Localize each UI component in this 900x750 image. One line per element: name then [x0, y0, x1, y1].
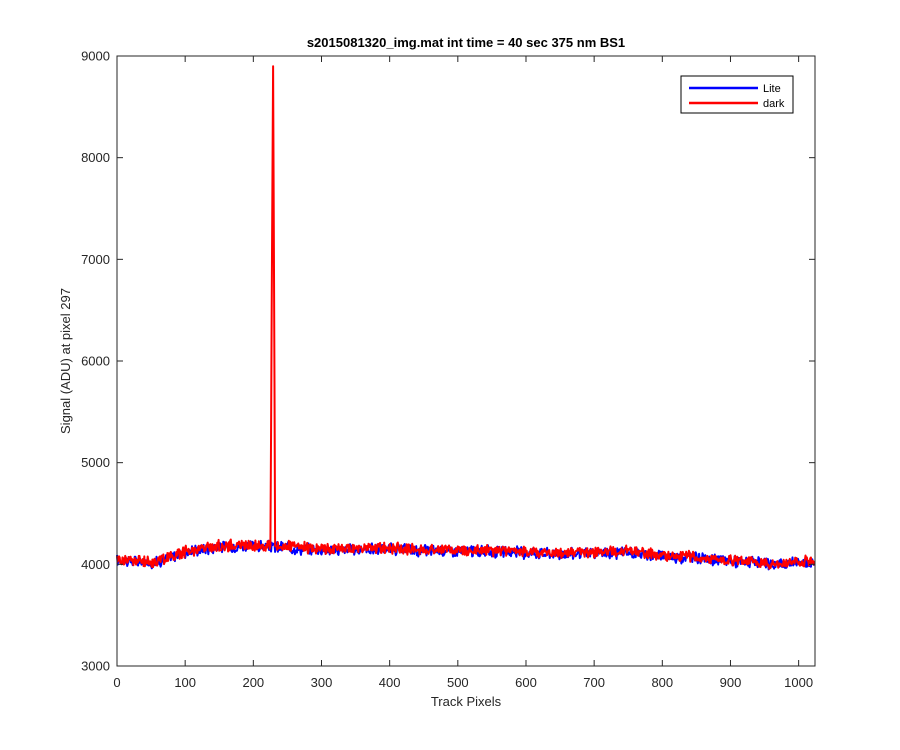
x-tick-label: 300 [311, 675, 333, 690]
legend-label-dark: dark [763, 98, 785, 110]
y-tick-label: 6000 [81, 354, 110, 369]
y-tick-label: 3000 [81, 659, 110, 674]
chart-title: s2015081320_img.mat int time = 40 sec 37… [307, 35, 625, 50]
x-tick-label: 700 [583, 675, 605, 690]
y-tick-label: 5000 [81, 455, 110, 470]
x-tick-label: 900 [720, 675, 742, 690]
x-axis-ticks: 0 100 200 300 400 500 600 700 800 900 1000 [113, 56, 813, 690]
legend: Lite dark [680, 75, 794, 114]
plot-area [117, 56, 815, 666]
series-line-dark [116, 65, 816, 570]
x-tick-label: 500 [447, 675, 469, 690]
y-tick-label: 8000 [81, 150, 110, 165]
x-tick-label: 0 [113, 675, 120, 690]
y-axis-ticks: 3000 4000 5000 6000 7000 8000 9000 [81, 49, 815, 674]
x-tick-label: 400 [379, 675, 401, 690]
y-tick-label: 4000 [81, 557, 110, 572]
x-axis-label: Track Pixels [431, 694, 502, 709]
x-tick-label: 1000 [784, 675, 813, 690]
x-tick-label: 800 [651, 675, 673, 690]
series-layer [116, 65, 816, 571]
x-tick-label: 200 [242, 675, 264, 690]
legend-label-lite: Lite [763, 83, 781, 95]
y-axis-label: Signal (ADU) at pixel 297 [58, 288, 73, 434]
y-tick-label: 9000 [81, 49, 110, 64]
x-tick-label: 600 [515, 675, 537, 690]
y-tick-label: 7000 [81, 252, 110, 267]
legend-box [680, 75, 794, 114]
x-tick-label: 100 [174, 675, 196, 690]
